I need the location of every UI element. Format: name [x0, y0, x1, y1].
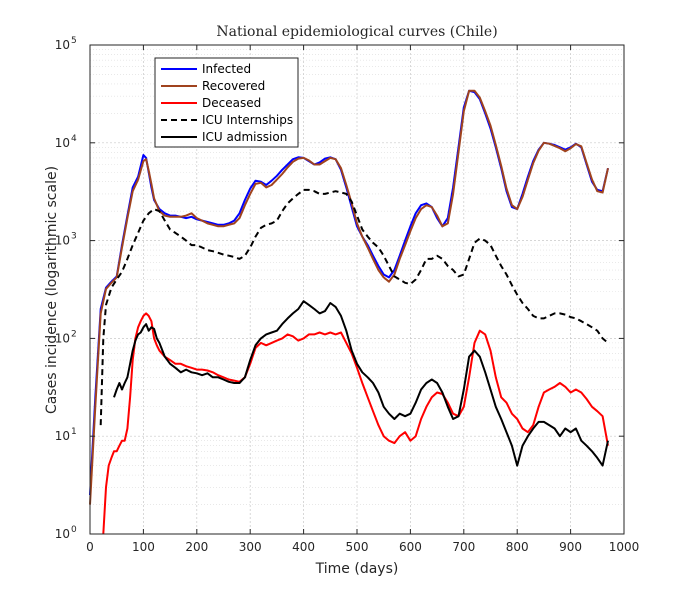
x-tick-label: 200	[185, 540, 208, 554]
y-tick-label: 10	[55, 38, 70, 52]
x-tick-label: 800	[506, 540, 529, 554]
y-tick-exponent: 5	[71, 36, 77, 46]
x-tick-label: 900	[559, 540, 582, 554]
chart-title: National epidemiological curves (Chile)	[216, 24, 497, 40]
legend-label: Deceased	[202, 96, 261, 110]
x-tick-label: 300	[239, 540, 262, 554]
legend-label: Recovered	[202, 79, 265, 93]
legend: Infected Recovered Deceased ICU Internships…	[154, 57, 299, 148]
y-tick-exponent: 3	[71, 232, 77, 242]
series-line-icu-admission	[113, 300, 609, 467]
x-tick-label: 1000	[609, 540, 640, 554]
legend-label: Infected	[202, 62, 251, 76]
y-tick-label: 10	[55, 527, 70, 541]
x-tick-label: 0	[86, 540, 94, 554]
series-line-icu-internships	[99, 188, 609, 426]
y-tick-exponent: 2	[71, 329, 77, 339]
x-tick-label: 100	[132, 540, 155, 554]
y-tick-exponent: 4	[71, 134, 77, 144]
y-tick-label: 10	[55, 136, 70, 150]
legend-label: ICU admission	[202, 130, 287, 144]
series-line-deceased	[102, 312, 609, 535]
series-layer	[89, 89, 609, 535]
y-tick-label: 10	[55, 234, 70, 248]
y-tick-label: 10	[55, 429, 70, 443]
y-tick-label: 10	[55, 331, 70, 345]
y-axis-label: Cases incidence (logarithmic scale)	[44, 166, 60, 414]
y-tick-exponent: 1	[71, 427, 77, 437]
legend-label: ICU Internships	[202, 113, 293, 127]
x-tick-label: 500	[346, 540, 369, 554]
x-axis: 0 100 200 300 400 500 600 700 800 900 1000	[86, 45, 639, 554]
x-tick-label: 700	[452, 540, 475, 554]
x-tick-label: 400	[292, 540, 315, 554]
x-axis-label: Time (days)	[315, 561, 399, 577]
y-tick-exponent: 0	[71, 525, 77, 535]
x-tick-label: 600	[399, 540, 422, 554]
series-line-recovered	[89, 89, 609, 505]
